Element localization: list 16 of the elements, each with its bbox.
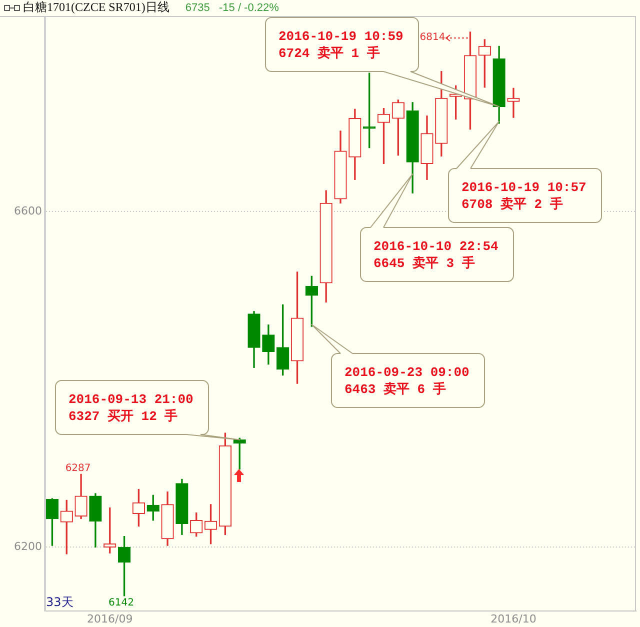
annotation: 2016-09-23 09:00 6463 卖平 6 手: [344, 364, 470, 398]
annotation: 6142: [108, 597, 134, 608]
y-tick-label: 6200: [14, 540, 42, 554]
annotation: 6287: [65, 462, 91, 474]
annotation: 2016-10-19 10:59 6724 卖平 1 手: [278, 28, 404, 62]
annotation: 2016-10-10 22:54 6645 卖平 3 手: [374, 238, 498, 272]
chart-title: 白糖1701(CZCE SR701)日线: [23, 0, 170, 14]
candlestick: [507, 88, 520, 118]
x-tick-label: 2016/10: [490, 612, 536, 626]
annotation: 33天: [46, 595, 74, 610]
y-tick-label: 6600: [14, 204, 42, 218]
annotation: 6814: [420, 32, 446, 44]
x-tick-label: 2016/09: [87, 612, 133, 626]
chart-subtitle: 6735 -15 / -0.22%: [185, 2, 279, 14]
annotation: 2016-10-19 10:57 6708 卖平 2 手: [462, 178, 586, 212]
annotation: 2016-09-13 21:00 6327 买开 12 手: [68, 390, 194, 424]
